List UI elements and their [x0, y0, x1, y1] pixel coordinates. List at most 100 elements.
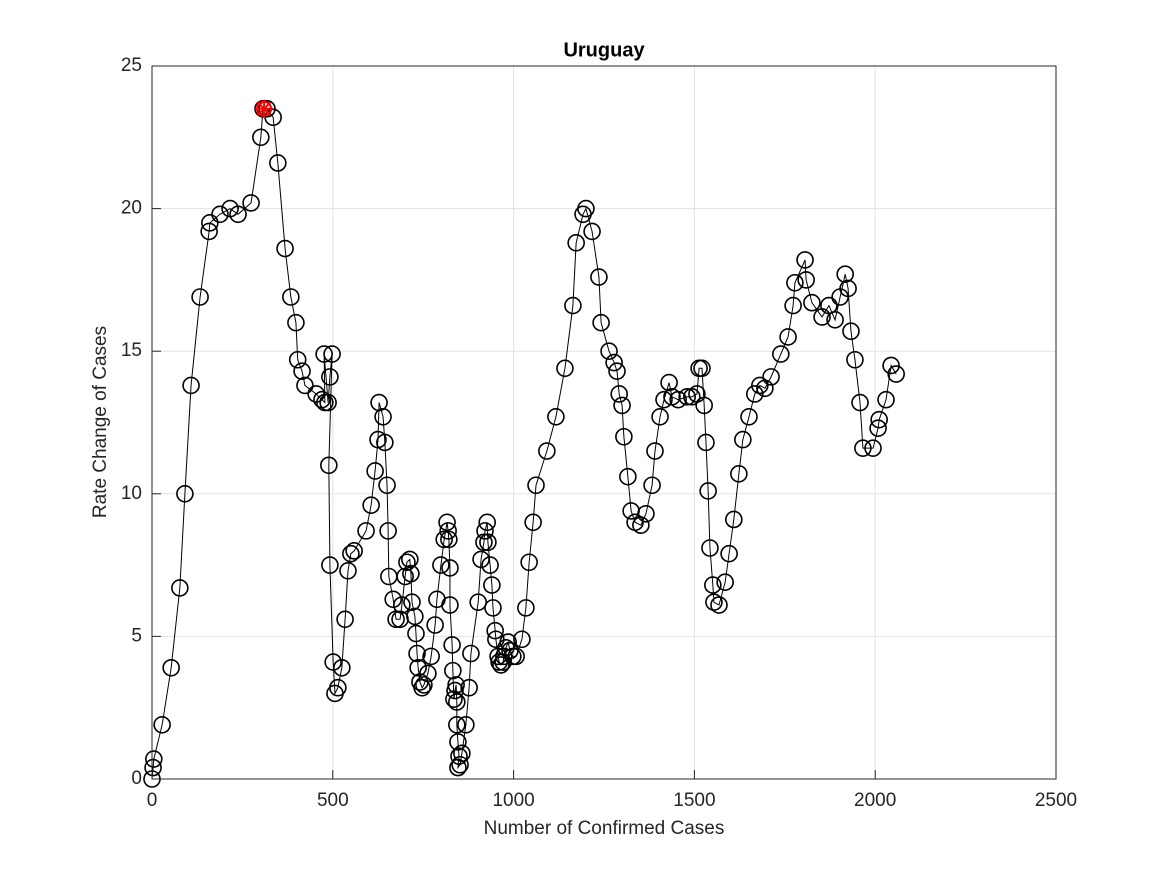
x-axis-label: Number of Confirmed Cases [484, 818, 725, 839]
data-point [419, 664, 437, 683]
data-point [362, 496, 380, 515]
data-point [600, 342, 618, 361]
y-tick-label: 10 [121, 483, 142, 504]
data-point [730, 465, 748, 483]
data-point [406, 607, 424, 626]
data-point [426, 616, 444, 634]
data-point [678, 388, 696, 406]
data-point [153, 716, 171, 734]
data-point [409, 658, 427, 677]
data-point [447, 676, 465, 694]
data-point [483, 576, 501, 594]
data-point [725, 510, 743, 529]
data-point [374, 407, 392, 426]
data-point [200, 222, 218, 241]
data-point [784, 296, 802, 315]
data-point [492, 656, 510, 674]
data-point [786, 273, 804, 292]
data-point [740, 407, 758, 426]
x-tick-label: 500 [317, 790, 349, 811]
data-point [487, 630, 505, 649]
y-axis-label: Rate Change of Cases [90, 326, 111, 518]
data-point [444, 661, 462, 680]
data-point [342, 544, 360, 563]
data-point [451, 755, 469, 774]
data-point [450, 747, 468, 765]
data-point [276, 239, 294, 258]
y-tick-label: 25 [121, 55, 142, 76]
data-point [443, 636, 461, 654]
data-point [567, 234, 585, 252]
data-point [564, 296, 582, 315]
data-point [393, 596, 411, 614]
data-point [877, 390, 895, 409]
data-point [439, 522, 457, 540]
data-point [704, 576, 722, 594]
x-tick-label: 1000 [492, 790, 534, 811]
data-point [441, 559, 459, 577]
data-point [403, 593, 421, 611]
data-point [887, 365, 905, 383]
data-point [538, 442, 556, 460]
data-point [287, 313, 305, 332]
data-point [632, 516, 650, 534]
x-tick-label: 2000 [854, 790, 896, 811]
data-point [864, 439, 882, 457]
chart-title: Uruguay [563, 39, 645, 61]
data-point [592, 313, 610, 332]
data-point [449, 733, 467, 751]
data-point [402, 564, 420, 583]
data-point [475, 533, 493, 552]
axes-box [151, 65, 1057, 780]
data-point [453, 744, 471, 763]
data-point [660, 373, 678, 392]
data-point [435, 530, 453, 549]
data-point [407, 624, 425, 643]
data-point [315, 345, 333, 363]
data-point [655, 390, 673, 409]
data-point [320, 456, 338, 475]
data-point [321, 368, 339, 386]
data-point [710, 596, 728, 614]
data-point [513, 630, 531, 649]
data-point [507, 647, 525, 666]
y-tick-label: 5 [131, 625, 142, 646]
data-point [615, 427, 633, 446]
data-point [517, 599, 535, 617]
y-tick-label: 20 [121, 198, 142, 219]
data-point [323, 345, 341, 363]
data-point [695, 396, 713, 415]
data-point [333, 658, 351, 677]
data-point [339, 562, 357, 580]
data-point [846, 350, 864, 369]
data-point [869, 419, 887, 438]
data-point [851, 393, 869, 412]
data-point [252, 128, 270, 147]
data-point [321, 556, 339, 574]
data-point [162, 658, 180, 677]
data-point [836, 265, 854, 283]
data-point [288, 350, 307, 369]
data-point [524, 513, 542, 532]
data-point [701, 539, 719, 557]
data-point [176, 484, 194, 503]
data-point [469, 593, 487, 611]
data-point [699, 482, 717, 500]
data-point [384, 590, 402, 609]
data-point [336, 610, 354, 629]
data-point [651, 407, 669, 426]
data-point [720, 544, 738, 563]
data-point [756, 379, 774, 398]
data-point [441, 596, 459, 614]
data-point [462, 644, 480, 663]
data-point [484, 599, 502, 617]
data-point [854, 439, 872, 457]
max-marker [255, 99, 274, 118]
data-point [296, 376, 314, 395]
data-point [201, 214, 219, 232]
data-point [144, 758, 162, 777]
data-point [605, 353, 623, 372]
data-point [870, 410, 888, 429]
data-point [577, 199, 595, 218]
